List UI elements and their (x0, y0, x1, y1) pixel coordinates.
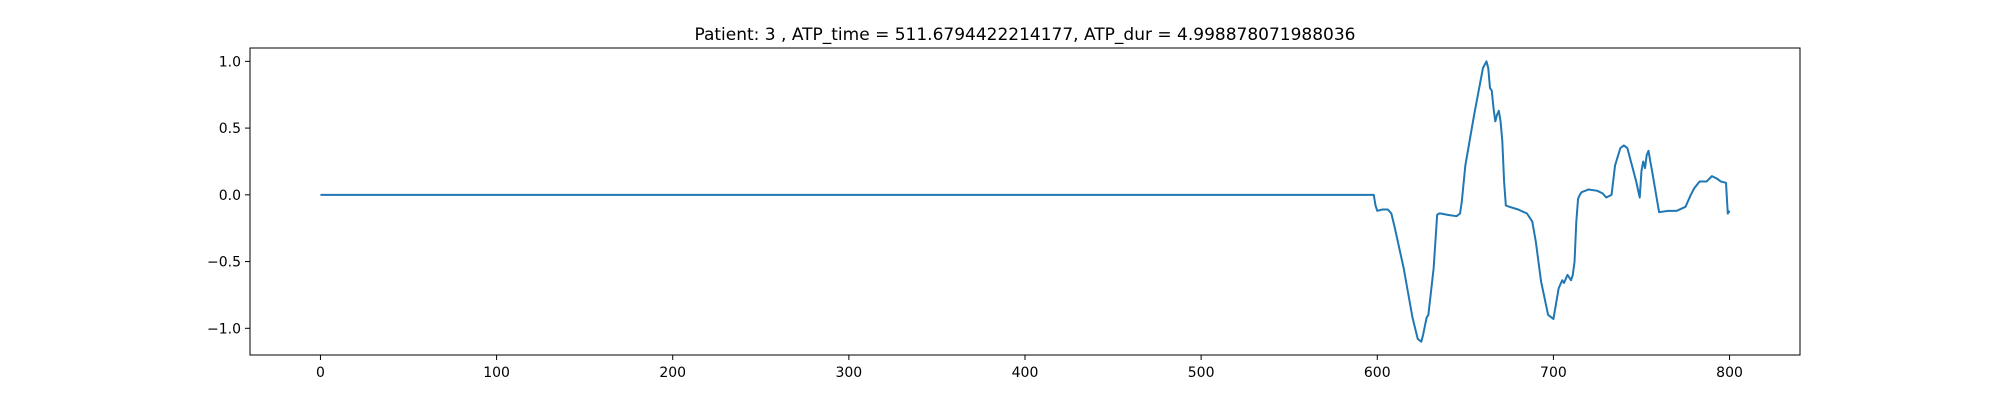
plot-area (249, 47, 1801, 356)
x-tick-label: 800 (1716, 365, 1743, 381)
y-tick-label: 0.0 (219, 188, 241, 204)
x-tick-label: 500 (1188, 365, 1215, 381)
x-tick-label: 0 (316, 365, 325, 381)
y-axis: 1.0 0.5 0.0 −0.5 −1.0 (207, 54, 250, 337)
series-line-0 (320, 60, 1731, 343)
y-tick-label: −1.0 (207, 321, 241, 337)
x-tick-label: 100 (483, 365, 510, 381)
y-tick-label: 1.0 (219, 54, 241, 70)
axes-frame (249, 47, 1801, 356)
x-tick-label: 600 (1364, 365, 1391, 381)
y-tick-label: 0.5 (219, 121, 241, 137)
x-axis: 0 100 200 300 400 500 600 700 800 (316, 355, 1743, 381)
y-tick-label: −0.5 (207, 255, 241, 271)
chart-title: Patient: 3 , ATP_time = 511.679442221417… (694, 25, 1355, 45)
x-tick-label: 400 (1012, 365, 1039, 381)
x-tick-label: 300 (835, 365, 862, 381)
x-tick-label: 200 (659, 365, 686, 381)
x-tick-label: 700 (1540, 365, 1567, 381)
